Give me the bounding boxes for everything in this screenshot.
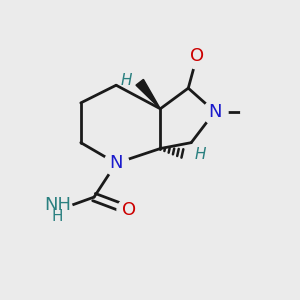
Text: N: N: [208, 103, 221, 121]
Text: N: N: [110, 154, 123, 172]
Text: O: O: [122, 201, 136, 219]
Text: H: H: [194, 147, 206, 162]
Text: H: H: [121, 73, 132, 88]
Text: NH: NH: [44, 196, 71, 214]
Polygon shape: [136, 80, 160, 109]
Text: O: O: [190, 47, 204, 65]
Text: H: H: [52, 209, 63, 224]
